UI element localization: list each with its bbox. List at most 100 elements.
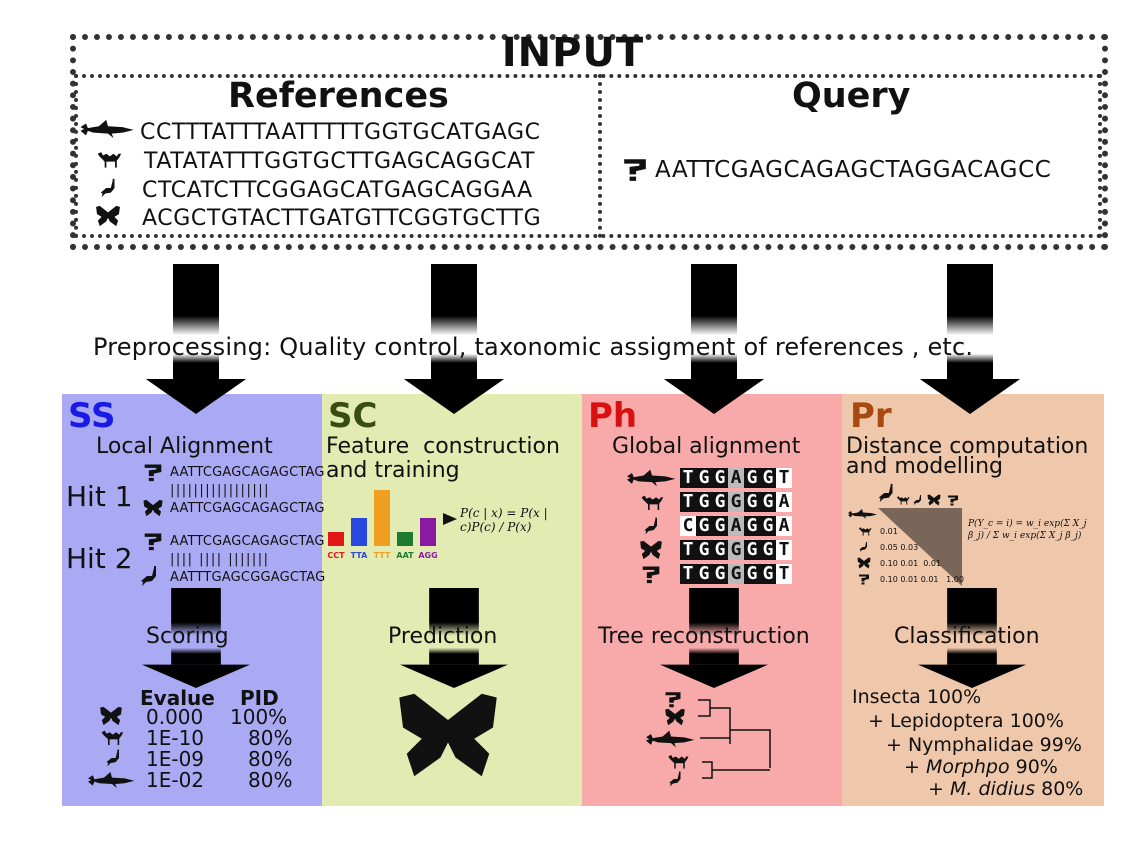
- hit2-label: Hit 2: [66, 542, 133, 575]
- matrix-row-2: 0.05 0.03: [880, 543, 919, 552]
- alignment-cell: G: [712, 492, 728, 512]
- question-mark-icon: [660, 690, 686, 708]
- alignment-cell: A: [776, 516, 792, 536]
- ph-step2: Tree reconstruction: [598, 624, 810, 649]
- bird-icon: [912, 494, 924, 506]
- alignment-cell: G: [712, 540, 728, 560]
- alignment-cell: T: [680, 492, 696, 512]
- camel-icon: [96, 148, 122, 170]
- logistic-formula: P(Y_c = i) = w_i exp(Σ X_j β_j) / Σ w_i …: [968, 519, 1087, 541]
- camel-icon: [858, 525, 872, 537]
- question-mark-icon: [618, 156, 652, 182]
- ss-step1: Local Alignment: [96, 434, 273, 459]
- camel-icon: [666, 752, 690, 770]
- arrow-right-icon: [443, 513, 457, 525]
- phylogenetic-tree: [698, 699, 771, 779]
- alignment-cell: G: [696, 540, 712, 560]
- hit1-ref: AATTCGAGCAGAGCTAG: [170, 501, 325, 516]
- bird-icon: [104, 748, 124, 768]
- alignment-cell: G: [744, 540, 760, 560]
- sc-step2: Prediction: [388, 624, 498, 649]
- class-line-2: + Lepidoptera 100%: [868, 710, 1064, 732]
- alignment-cell: G: [712, 468, 728, 488]
- distance-matrix-triangle: [878, 508, 962, 586]
- bayes-formula: P(c | x) = P(x | c)P(c) / P(x): [460, 506, 548, 534]
- reference-seq-3: CTCATCTTCGGAGCATGAGCAGGAA: [142, 178, 533, 203]
- matrix-row-4: 0.10 0.01 0.01 1.00: [880, 575, 964, 584]
- hit1-label: Hit 1: [66, 480, 133, 513]
- alignment-cell: G: [712, 564, 728, 584]
- alignment-cell: A: [776, 492, 792, 512]
- shark-icon: [876, 478, 898, 508]
- class-line-4: + Morphpo 90%: [904, 756, 1058, 778]
- query-seq: AATTCGAGCAGAGCTAGGACAGCC: [655, 157, 1052, 183]
- butterfly-icon: [390, 690, 506, 780]
- shark-icon: [626, 468, 678, 488]
- sc-step1-line1: Feature construction: [326, 434, 560, 459]
- feature-bar-label: TTT: [374, 551, 391, 560]
- question-mark-icon: [140, 462, 166, 482]
- alignment-cell: T: [680, 468, 696, 488]
- alignment-cell: G: [744, 564, 760, 584]
- alignment-cell: G: [696, 564, 712, 584]
- alignment-cell: G: [696, 516, 712, 536]
- feature-bar: [420, 518, 436, 546]
- pid-3: 80%: [248, 747, 293, 771]
- alignment-cell: G: [760, 564, 776, 584]
- evalue-1: 0.000: [146, 705, 204, 729]
- matrix-row-3: 0.10 0.01 0.01: [880, 559, 942, 568]
- bird-icon: [98, 177, 120, 199]
- butterfly-icon: [926, 494, 942, 506]
- feature-bar-chart: CCT TTA TTT AAT AGG: [327, 490, 438, 560]
- butterfly-icon: [856, 557, 872, 569]
- class-line-5: + M. didius 80%: [928, 778, 1084, 800]
- hit2-ref: AATTTGAGCGGAGCTAG: [170, 570, 326, 585]
- alignment-cell: T: [776, 468, 792, 488]
- ph-step1: Global alignment: [612, 434, 801, 459]
- sc-step1-line2: and training: [326, 458, 460, 483]
- butterfly-icon: [94, 205, 122, 227]
- bird-icon: [858, 541, 870, 553]
- feature-bar: [351, 518, 367, 546]
- shark-icon: [848, 507, 878, 521]
- feature-bar-label: AGG: [418, 551, 437, 560]
- feature-bar-label: AAT: [396, 551, 414, 560]
- alignment-cell: T: [680, 564, 696, 584]
- alignment-cell: G: [744, 516, 760, 536]
- reference-seq-2: TATATATTTGGTGCTTGAGCAGGCAT: [144, 149, 536, 174]
- arrow-head-icon: [146, 379, 246, 414]
- alignment-cell: T: [680, 540, 696, 560]
- class-line-3: + Nymphalidae 99%: [886, 734, 1082, 756]
- alignment-cell: G: [760, 468, 776, 488]
- feature-bar: [374, 490, 390, 546]
- pid-1: 100%: [230, 705, 288, 729]
- preprocessing-text: Preprocessing: Quality control, taxonomi…: [93, 333, 974, 361]
- input-inner-box: [74, 74, 1102, 238]
- alignment-cell: T: [776, 540, 792, 560]
- alignment-cell: G: [728, 492, 744, 512]
- camel-icon: [100, 727, 124, 747]
- camel-icon: [640, 492, 664, 512]
- class-line-1: Insecta 100%: [852, 686, 982, 708]
- pr-step1-line2: and modelling: [846, 454, 1004, 479]
- pr-step1-line1: Distance computation: [846, 434, 1089, 459]
- bird-icon: [666, 770, 686, 788]
- alignment-cell: G: [696, 468, 712, 488]
- bird-icon: [138, 564, 162, 588]
- alignment-cell: G: [760, 540, 776, 560]
- ph-tag: Ph: [588, 396, 638, 436]
- butterfly-icon: [142, 499, 164, 517]
- butterfly-icon: [662, 708, 688, 726]
- alignment-cell: T: [776, 564, 792, 584]
- feature-bar-label: TTA: [351, 551, 368, 560]
- alignment-cell: A: [728, 468, 744, 488]
- question-mark-icon: [638, 564, 664, 584]
- bird-icon: [642, 516, 662, 536]
- evalue-header: Evalue: [140, 686, 215, 710]
- hit1-bars: |||||||||||||||||: [170, 483, 270, 498]
- evalue-3: 1E-09: [146, 747, 205, 771]
